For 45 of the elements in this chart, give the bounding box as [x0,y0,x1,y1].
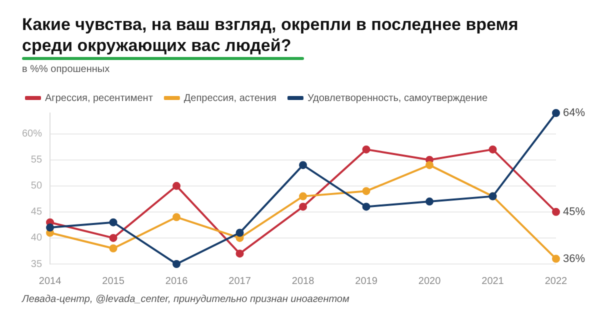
y-tick-label: 45 [30,206,42,218]
y-tick-label: 60% [22,128,42,140]
x-tick-label: 2017 [228,276,252,287]
point [426,161,434,170]
y-tick-label: 50 [30,180,42,192]
point [299,161,308,170]
point [362,145,370,154]
point [426,198,434,206]
x-tick-label: 2022 [544,276,568,287]
x-tick-label: 2021 [482,276,504,287]
y-tick-label: 40 [30,232,42,244]
point [109,218,118,226]
legend-label: Депрессия, астения [184,92,276,104]
point [362,187,370,196]
point [488,145,497,154]
chart-title: Какие чувства, на ваш взгляд, окрепли в последнее время среди окружающих вас людей? [22,15,518,55]
point [172,213,181,222]
point [236,250,244,258]
point [172,260,181,268]
point [46,224,54,232]
data-label: 45% [563,206,586,218]
point [109,234,118,242]
point [299,202,308,211]
legend-label: Агрессия, ресентимент [45,92,154,104]
x-tick-label: 2014 [38,276,62,287]
point [552,254,560,263]
point [552,109,560,117]
point [299,192,308,200]
point [552,208,560,216]
data-label: 64% [563,107,586,120]
x-tick-label: 2019 [355,276,378,287]
x-tick-label: 2020 [418,276,442,287]
text: Левада-центр, @levada_center, принудительно признан иноагентом [20,293,350,305]
x-tick-label: 2015 [102,276,125,287]
y-tick-label: 35 [30,258,42,270]
y-tick-label: 55 [30,154,42,166]
point [172,182,181,190]
point [109,244,118,252]
legend-label: Удовлетворенность, самоутверждение [307,92,488,104]
point [236,228,244,237]
point [362,202,370,211]
x-tick-label: 2016 [165,276,188,287]
x-tick-label: 2018 [292,276,315,287]
data-label: 36% [563,252,586,265]
chart-subtitle: в %% опрошенных [21,63,111,75]
